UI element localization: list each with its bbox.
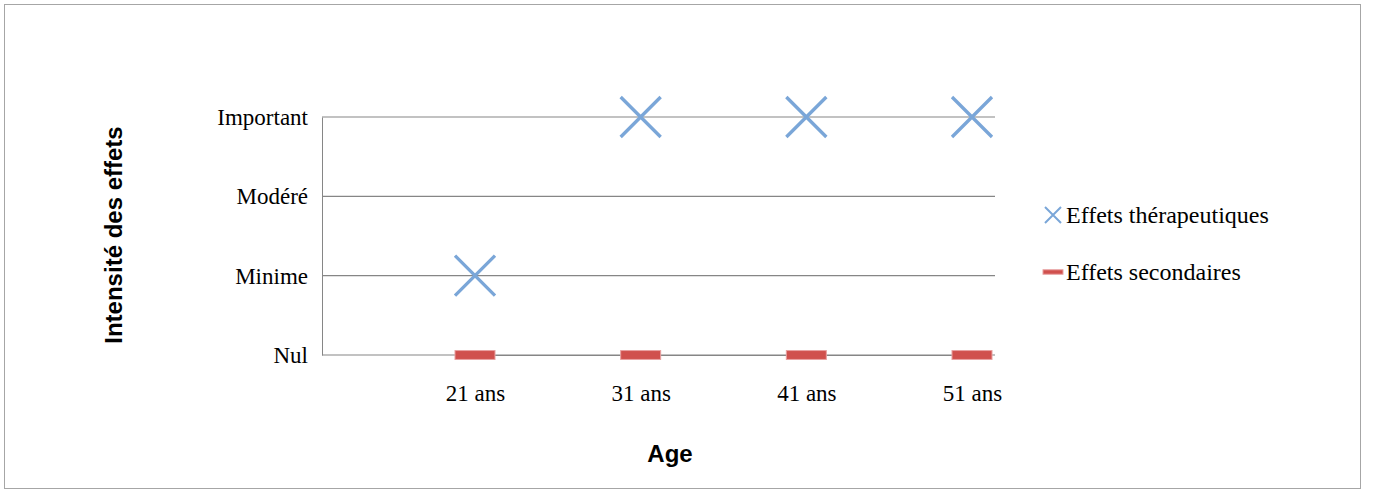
grid-line (322, 275, 995, 276)
data-point (952, 351, 992, 360)
y-tick-label: Nul (274, 343, 309, 368)
y-tick: Important (217, 105, 322, 130)
y-tick: Modéré (236, 184, 322, 209)
y-axis-line (322, 118, 323, 356)
data-point (455, 256, 495, 296)
y-tick-label: Important (217, 105, 308, 130)
grid-line (322, 116, 995, 117)
x-tick-label: 21 ans (446, 381, 505, 406)
x-axis-line (476, 355, 973, 356)
legend-label: Effets secondaires (1066, 259, 1241, 285)
plot-marks (455, 97, 992, 359)
y-tick: Minime (235, 264, 322, 289)
y-tick: Nul (274, 343, 323, 368)
y-axis-title: Intensité des effets (100, 126, 127, 343)
data-point (786, 351, 826, 360)
x-tick: 41 ans (777, 355, 836, 406)
data-point (621, 351, 661, 360)
grid-line (322, 196, 995, 197)
legend-label: Effets thérapeutiques (1066, 202, 1269, 228)
data-point (621, 97, 661, 137)
x-axis-title: Age (647, 440, 692, 467)
x-tick: 51 ans (943, 355, 1002, 406)
data-point (786, 97, 826, 137)
legend-marker (1045, 207, 1061, 223)
y-tick-label: Modéré (236, 184, 308, 209)
series (455, 351, 992, 360)
grid (322, 117, 995, 355)
x-axis: 21 ans 31 ans 41 ans 51 ans (446, 355, 1002, 406)
x-tick: 31 ans (611, 355, 670, 406)
data-point (455, 351, 495, 360)
legend: Effets thérapeutiques Effets secondaires (1043, 202, 1269, 285)
chart-svg: Nul Minime Modéré Important 21 ans 31 ans 41 a… (0, 0, 1374, 493)
x-tick: 21 ans (446, 355, 505, 406)
y-axis: Nul Minime Modéré Important (217, 105, 322, 368)
legend-marker (1043, 270, 1063, 274)
series (455, 97, 992, 296)
data-point (952, 97, 992, 137)
x-tick-label: 41 ans (777, 381, 836, 406)
chart-frame (5, 5, 1361, 489)
x-tick-label: 51 ans (943, 381, 1002, 406)
y-tick-label: Minime (235, 264, 308, 289)
x-tick-label: 31 ans (611, 381, 670, 406)
